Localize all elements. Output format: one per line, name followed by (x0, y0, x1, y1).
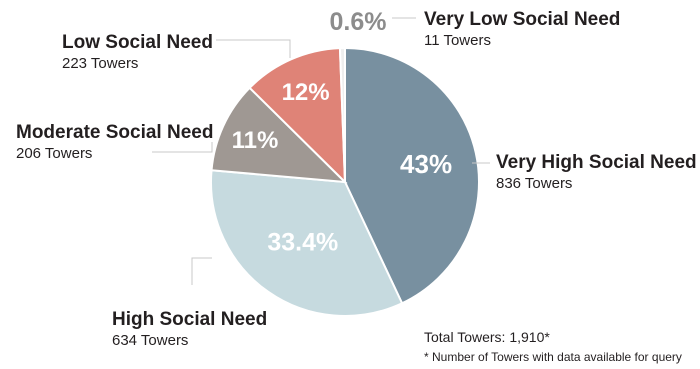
category-label: Very Low Social Need (424, 9, 621, 30)
label-moderate: Moderate Social Need 206 Towers (16, 122, 213, 164)
pie-slice-very-low (338, 46, 346, 183)
label-low: Low Social Need 223 Towers (62, 32, 213, 74)
pie-slice-moderate (210, 86, 348, 184)
category-label: Moderate Social Need (16, 122, 214, 143)
leader-high (191, 257, 212, 285)
pie-slice-very-high (344, 46, 480, 305)
leader-low (216, 39, 291, 58)
count-label: 634 Towers (112, 332, 189, 349)
count-label: 836 Towers (496, 175, 573, 192)
pct-label-low: 12% (282, 79, 330, 106)
leader-moderate (152, 142, 213, 153)
pct-label-high: 33.4% (267, 228, 338, 256)
pct-label-moderate: 11% (232, 127, 279, 154)
pct-label-very-low: 0.6% (330, 8, 387, 36)
count-label: 206 Towers (16, 145, 93, 162)
pie-slice-low (248, 47, 347, 185)
label-high: High Social Need 634 Towers (112, 309, 267, 351)
count-label: 223 Towers (62, 55, 139, 72)
pct-label-very-high: 43% (400, 149, 452, 179)
count-label: 11 Towers (424, 32, 491, 49)
total-towers: Total Towers: 1,910* (424, 329, 550, 345)
label-very-low: Very Low Social Need 11 Towers (424, 9, 620, 51)
category-label: Very High Social Need (496, 152, 697, 173)
category-label: Low Social Need (62, 32, 213, 53)
label-very-high: Very High Social Need 836 Towers (496, 152, 697, 194)
footnote: * Number of Towers with data available f… (424, 350, 682, 364)
category-label: High Social Need (112, 309, 268, 330)
pie-slice-high (210, 169, 404, 317)
